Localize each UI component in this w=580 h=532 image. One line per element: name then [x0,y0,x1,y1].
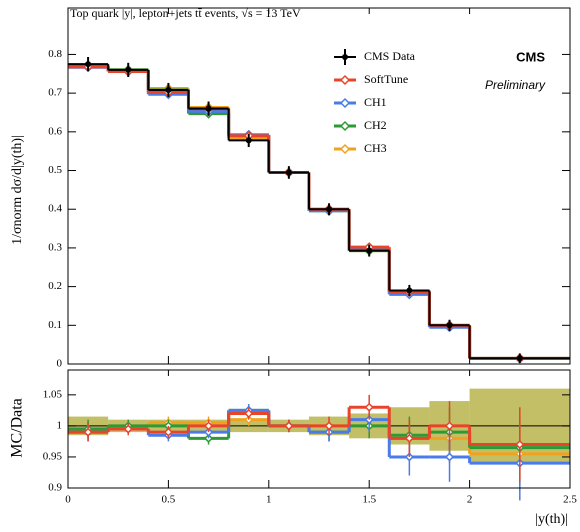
x-tick-label: 0.5 [162,494,176,506]
legend-marker [339,143,351,155]
y-tick-label: 0.9 [48,482,62,494]
data-point [205,105,212,112]
y-tick-label: 0.3 [48,241,62,253]
data-point [85,61,92,68]
marker [123,424,133,434]
marker [324,421,334,431]
legend-label: SoftTune [364,72,408,86]
cms-label: CMS [516,49,545,64]
y-tick-label: 0.1 [48,319,62,331]
data-point [245,137,252,144]
marker [364,402,374,412]
y-tick-label: 0 [57,358,63,370]
data-point [366,247,373,254]
data-point [446,322,453,329]
legend-marker [339,97,351,109]
preliminary-label: Preliminary [485,78,546,92]
marker [404,433,414,443]
legend-label: CMS Data [364,49,416,63]
chart-title: Top quark |y|, lepton+jets tt̄ events, √… [70,6,301,20]
marker [515,439,525,450]
y-axis-label: 1/σnorm dσ/d|y(th)| [10,135,25,245]
y-tick-label: 0.5 [48,164,62,176]
marker [284,421,294,431]
y-tick-label: 0.4 [48,203,62,215]
data-point [406,287,413,294]
ratio-y-axis-label: MC/Data [9,398,26,458]
marker [203,433,214,443]
plot-frame [67,7,571,365]
marker [203,421,214,431]
data-point [285,169,292,176]
y-tick-label: 0.95 [43,450,63,462]
y-tick-label: 1.05 [43,388,63,400]
marker [444,421,455,431]
legend-marker [339,74,351,86]
data-point [165,87,172,94]
legend-point [342,54,348,60]
x-axis-label: |y(th)| [535,512,568,527]
marker [83,427,93,437]
y-tick-label: 0.7 [48,87,62,99]
legend-label: CH1 [364,95,387,109]
legend-label: CH2 [364,118,387,132]
x-tick-label: 2 [467,494,473,506]
y-tick-label: 0.8 [48,48,62,60]
marker [163,427,173,437]
legend-label: CH3 [364,141,387,155]
y-tick-label: 0.6 [48,125,62,137]
marker [244,408,254,419]
x-tick-label: 2.5 [563,494,577,506]
x-tick-label: 1.5 [362,494,376,506]
plot-frame [67,369,571,489]
legend-marker [339,120,351,132]
x-tick-label: 0 [65,494,71,506]
data-point [125,66,132,73]
x-tick-label: 1 [266,494,272,506]
data-point [516,355,523,362]
y-tick-label: 1 [57,419,63,431]
data-point [326,206,333,213]
marker [444,452,455,462]
y-tick-label: 0.2 [48,280,62,292]
